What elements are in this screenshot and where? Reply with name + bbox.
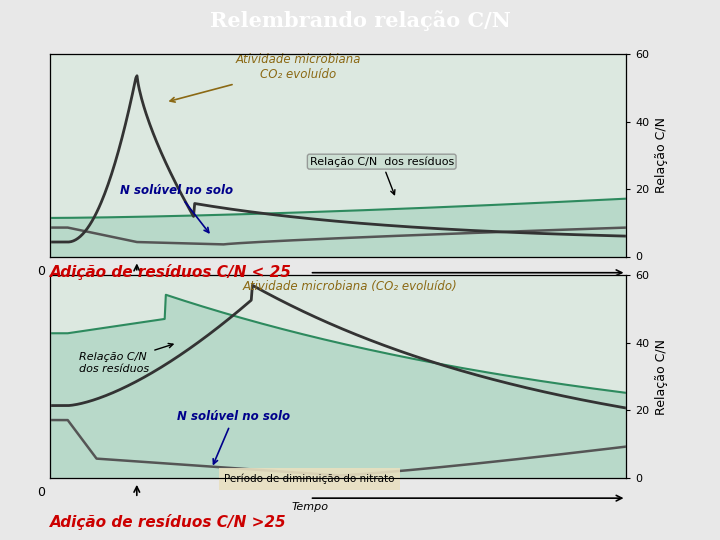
Text: 0: 0 <box>37 265 45 278</box>
Text: Relembrando relação C/N: Relembrando relação C/N <box>210 10 510 31</box>
Text: N solúvel no solo: N solúvel no solo <box>120 184 233 233</box>
Text: N solúvel no solo: N solúvel no solo <box>177 410 290 464</box>
Text: Atividade microbiana
CO₂ evoluído: Atividade microbiana CO₂ evoluído <box>170 53 361 102</box>
Y-axis label: Relação C/N: Relação C/N <box>655 339 668 415</box>
Text: 0: 0 <box>37 486 45 499</box>
Text: Período de diminuição do nitrato: Período de diminuição do nitrato <box>225 474 395 484</box>
Text: Atividade microbiana (CO₂ evoluído): Atividade microbiana (CO₂ evoluído) <box>243 280 457 293</box>
Text: Adição de resíduos C/N >25: Adição de resíduos C/N >25 <box>50 514 287 530</box>
Text: Tempo: Tempo <box>291 502 328 512</box>
Y-axis label: Relação C/N: Relação C/N <box>655 117 668 193</box>
Text: Relação C/N  dos resíduos: Relação C/N dos resíduos <box>310 157 454 194</box>
Text: Adição de resíduos C/N < 25: Adição de resíduos C/N < 25 <box>50 264 292 280</box>
Text: Tempo: Tempo <box>291 276 328 287</box>
Text: Relação C/N
dos resíduos: Relação C/N dos resíduos <box>79 343 173 374</box>
